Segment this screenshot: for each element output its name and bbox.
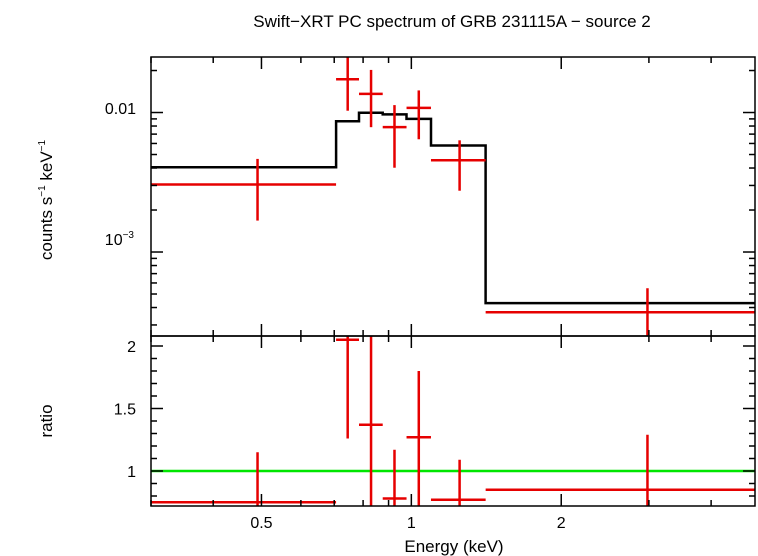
ylabel-mid: keV <box>37 151 56 186</box>
top-data-point <box>359 69 383 128</box>
top-data-point <box>406 90 431 140</box>
x-axis-label: Energy (keV) <box>404 537 503 556</box>
axes-layer: 0.5 1 2 1 1.5 2 <box>114 56 756 532</box>
ratio-data-point <box>406 371 431 506</box>
bottom-panel-frame <box>150 335 756 507</box>
bottom-ytick-label: 2 <box>127 339 136 356</box>
ratio-data-point <box>151 452 337 506</box>
x-tick-label: 0.5 <box>250 515 272 532</box>
top-data-point <box>336 56 360 111</box>
x-tick-label: 2 <box>557 515 566 532</box>
bottom-panel-ylabel: ratio <box>37 404 56 437</box>
top-data-point <box>151 158 337 221</box>
ratio-data-point <box>430 459 486 506</box>
top-data-layer <box>151 56 755 336</box>
bottom-data-layer <box>151 336 755 506</box>
top-ytick-label-0.01: 0.01 <box>105 101 136 118</box>
ratio-data-point <box>336 336 360 439</box>
top-data-point <box>430 140 486 191</box>
top-ytick-label-1e-3: 10−3 <box>105 230 135 249</box>
x-tick-label: 1 <box>407 515 416 532</box>
chart-title: Swift−XRT PC spectrum of GRB 231115A − s… <box>253 12 651 31</box>
top-ytick-base: 10 <box>105 232 123 249</box>
ratio-data-point <box>485 434 755 506</box>
top-model-layer <box>151 111 755 305</box>
top-panel-ylabel: counts s−1 keV−1 <box>37 139 56 260</box>
top-data-point <box>485 288 755 336</box>
top-data-point <box>382 105 407 168</box>
top-panel-frame <box>150 56 756 337</box>
bottom-ytick-label: 1.5 <box>114 402 136 419</box>
top-ytick-exp: −3 <box>123 230 135 241</box>
model-step-line <box>151 111 755 305</box>
ylabel-main: counts s <box>37 197 56 260</box>
ratio-data-point <box>359 336 383 506</box>
ratio-data-point <box>382 449 407 506</box>
bottom-ytick-label: 1 <box>127 464 136 481</box>
ylabel-exp1: −1 <box>37 185 48 197</box>
ylabel-exp2: −1 <box>37 139 48 151</box>
